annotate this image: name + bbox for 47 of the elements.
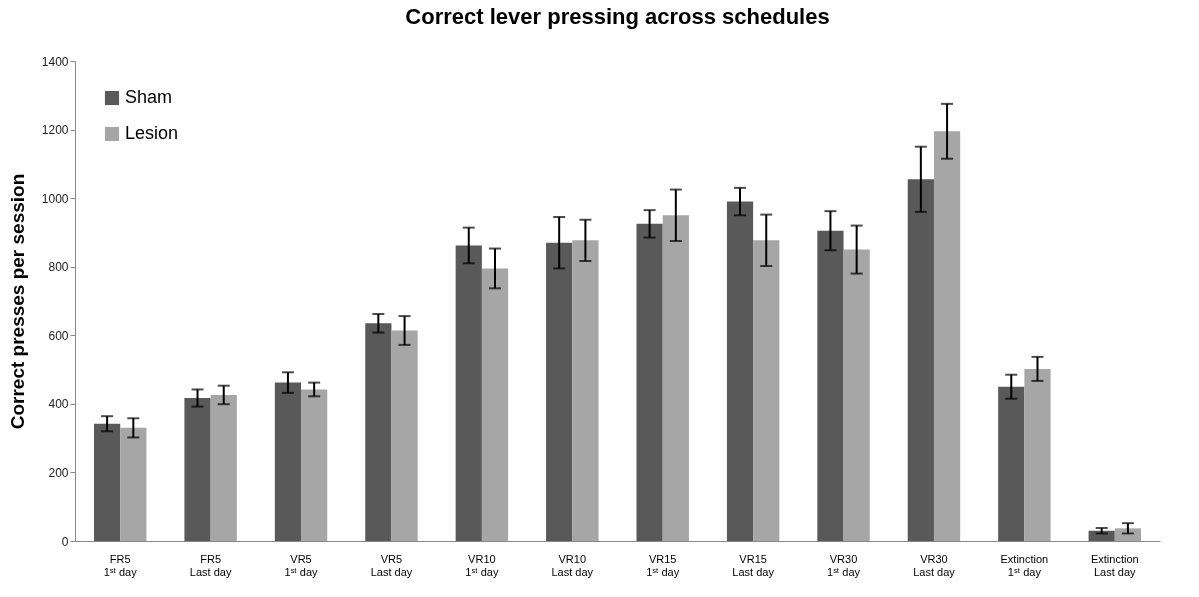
bar	[274, 382, 302, 541]
x-tick-label: VR15 Last day	[732, 552, 775, 578]
bar	[998, 386, 1025, 541]
bar	[210, 394, 237, 541]
y-tick-label: 800	[48, 260, 69, 275]
x-tick-label: VR30 1ˢᵗ day	[827, 552, 861, 578]
x-tick-label: VR10 Last day	[551, 552, 594, 578]
chart-title: Correct lever pressing across schedules	[405, 4, 830, 29]
bar	[93, 423, 121, 541]
y-tick-label: 1000	[41, 191, 69, 206]
y-tick-label: 200	[48, 465, 69, 480]
bar	[455, 245, 482, 541]
y-tick-label: 0	[61, 534, 69, 549]
bar	[726, 201, 754, 541]
y-axis-title: Correct presses per session	[6, 173, 28, 430]
x-tick-label: VR10 1ˢᵗ day	[465, 552, 499, 578]
bar	[662, 215, 689, 541]
bar	[301, 389, 328, 541]
legend-label: Sham	[125, 87, 173, 107]
x-tick-label: VR15 1ˢᵗ day	[646, 552, 680, 578]
bar	[481, 268, 509, 541]
x-tick-label: FR5 Last day	[189, 552, 232, 578]
bar	[120, 427, 147, 541]
legend-label: Lesion	[125, 123, 179, 143]
y-tick-label: 1400	[41, 54, 69, 69]
y-tick-label: 600	[48, 328, 69, 343]
y-tick-label: 1200	[41, 123, 69, 138]
x-tick-label: VR30 Last day	[913, 552, 956, 578]
bar	[1114, 528, 1142, 541]
x-tick-label: VR5 Last day	[370, 552, 413, 578]
bar	[843, 249, 870, 541]
bar	[546, 242, 573, 541]
bar	[184, 398, 211, 541]
bar	[907, 179, 934, 541]
bar	[636, 223, 663, 541]
bar	[753, 240, 780, 541]
bar	[817, 230, 844, 541]
y-tick-label: 400	[48, 397, 69, 412]
x-tick-label: VR5 1ˢᵗ day	[284, 552, 319, 578]
bar	[933, 131, 961, 541]
bar	[572, 240, 599, 541]
x-tick-label: Extinction 1ˢᵗ day	[1000, 552, 1049, 578]
bar	[391, 330, 418, 541]
x-tick-label: FR5 1ˢᵗ day	[103, 552, 138, 578]
bar	[365, 323, 392, 541]
x-tick-label: Extinction Last day	[1090, 552, 1139, 578]
bar	[1024, 368, 1051, 541]
